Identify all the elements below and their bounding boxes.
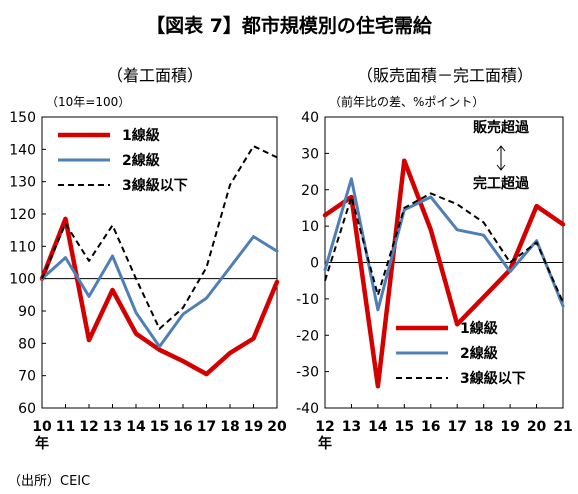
y-tick-label: 70 xyxy=(18,369,36,385)
x-tick-label: 20 xyxy=(527,419,547,435)
y-tick-label: 30 xyxy=(301,146,319,162)
y-tick-label: 110 xyxy=(9,239,36,255)
y-tick-label: 20 xyxy=(301,183,319,199)
y-tick-label: -30 xyxy=(296,365,319,381)
panel-subtitle: （前年比の差、%ポイント） xyxy=(329,94,484,109)
series-line-2 xyxy=(323,177,565,312)
legend: 1線級 2線級 3線級以下 xyxy=(58,127,188,194)
annotation-arrow-up xyxy=(496,145,506,152)
x-tick-label: 15 xyxy=(395,419,414,435)
legend-label-3: 3線級以下 xyxy=(460,370,526,387)
series-line-1 xyxy=(39,216,280,377)
panel-subtitle: （10年=100） xyxy=(46,95,130,109)
x-tick-label: 19 xyxy=(244,419,263,435)
x-tick-label: 12 xyxy=(79,419,98,435)
y-tick-label: 90 xyxy=(18,304,36,320)
x-tick-label: 21 xyxy=(553,419,572,435)
y-tick-label: 0 xyxy=(310,256,319,272)
y-tick-label: 130 xyxy=(9,175,36,191)
annotation-arrow-down xyxy=(496,164,506,171)
x-tick-label: 13 xyxy=(103,419,122,435)
series-line-3 xyxy=(41,145,278,330)
chart-panel-2: （販売面積－完工面積） （前年比の差、%ポイント） -40 -30 -20 -10 0 10 2… xyxy=(296,66,573,452)
y-tick-label: 40 xyxy=(301,110,319,126)
x-tick-label: 17 xyxy=(197,419,216,435)
panel-title: （着工面積） xyxy=(107,66,203,85)
figure-title: 【図表 7】都市規模別の住宅需給 xyxy=(146,14,433,37)
x-tick-label: 16 xyxy=(173,419,192,435)
x-unit-label: 年 xyxy=(318,435,332,452)
legend-label-1: 1線級 xyxy=(122,127,160,144)
series-line-1 xyxy=(322,158,566,389)
x-tick-label: 12 xyxy=(315,419,334,435)
x-tick-label: 15 xyxy=(150,419,169,435)
source-note: （出所）CEIC xyxy=(8,474,90,489)
x-tick-label: 11 xyxy=(56,419,75,435)
y-tick-label: 140 xyxy=(9,142,36,158)
series-line-3 xyxy=(324,192,564,303)
annotation-bottom: 完工超過 xyxy=(473,175,530,192)
x-tick-label: 19 xyxy=(500,419,519,435)
x-tick-label: 10 xyxy=(32,419,52,435)
x-tick-label: 14 xyxy=(368,419,388,435)
y-tick-label: -10 xyxy=(296,292,319,308)
annotation-top: 販売超過 xyxy=(473,119,530,136)
y-tick-label: -20 xyxy=(296,328,319,344)
x-tick-label: 14 xyxy=(126,419,146,435)
y-tick-label: 80 xyxy=(18,336,36,352)
y-tick-label: 150 xyxy=(9,110,36,126)
x-unit-label: 年 xyxy=(35,435,49,452)
x-tick-label: 17 xyxy=(447,419,466,435)
legend-label-2: 2線級 xyxy=(460,345,498,362)
y-tick-label: 60 xyxy=(18,401,36,417)
x-tick-label: 18 xyxy=(474,419,493,435)
chart-panel-1: （着工面積） （10年=100） 60 70 80 90 100 110 120 130 140 15… xyxy=(9,66,287,452)
panel-title: （販売面積－完工面積） xyxy=(357,66,533,85)
legend-label-1: 1線級 xyxy=(460,320,498,337)
legend-label-2: 2線級 xyxy=(122,152,160,169)
y-tick-label: 100 xyxy=(9,272,36,288)
legend: 1線級 2線級 3線級以下 xyxy=(396,320,526,387)
series-line-2 xyxy=(40,235,279,349)
y-tick-label: -40 xyxy=(296,401,319,417)
x-tick-label: 18 xyxy=(220,419,239,435)
x-tick-label: 16 xyxy=(421,419,440,435)
x-tick-label: 20 xyxy=(267,419,287,435)
x-tick-label: 13 xyxy=(342,419,361,435)
y-tick-label: 120 xyxy=(9,207,36,223)
y-tick-label: 10 xyxy=(301,219,319,235)
legend-label-3: 3線級以下 xyxy=(122,177,188,194)
